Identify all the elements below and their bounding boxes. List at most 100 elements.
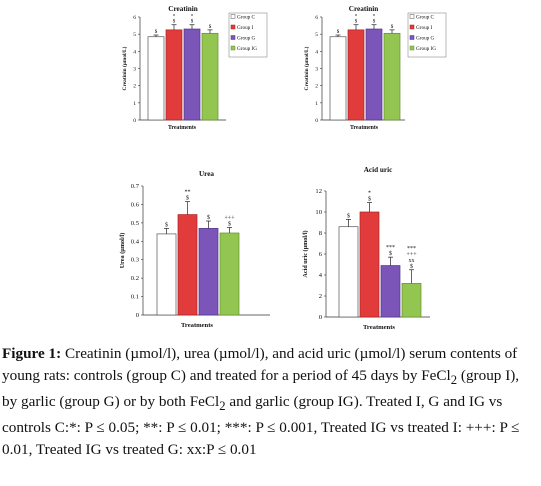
x-axis-label: Treatments <box>350 125 379 131</box>
bar-group-1 <box>147 36 165 121</box>
y-tick-label: 1 <box>315 101 318 107</box>
significance-mark: * <box>355 15 358 20</box>
significance-mark: $ <box>337 30 340 35</box>
y-tick-label: 2 <box>315 84 318 90</box>
legend-entry: Group I <box>237 25 254 31</box>
y-tick-label: 3 <box>315 67 318 73</box>
y-tick-label: 6 <box>315 15 318 21</box>
y-tick-label: 0 <box>319 314 323 321</box>
y-axis-label: Acid uric (µmol/l) <box>302 230 309 277</box>
significance-mark: $ <box>173 20 176 25</box>
legend-swatch <box>230 14 236 19</box>
chart-panel-1: Creatinin 0 1 2 3 4 5 6 Creatinin (µmol/L) Treatm… <box>121 5 268 131</box>
significance-mark: * <box>191 15 194 20</box>
chart-title: Creatinin <box>349 5 378 13</box>
legend-swatch <box>409 24 415 30</box>
bar-group-4 <box>219 232 240 316</box>
y-tick-label: 6 <box>133 15 136 21</box>
y-tick-label: 0.6 <box>131 201 140 208</box>
significance-mark: $ <box>209 25 212 30</box>
y-tick-label: 0.5 <box>131 220 140 227</box>
legend-entry: Group G <box>237 36 256 42</box>
significance-mark: * <box>373 15 376 20</box>
significance-mark: $ <box>228 220 231 227</box>
caption-text-3: and garlic (group IG). Treated I, G and … <box>2 393 520 459</box>
significance-mark: $ <box>155 30 158 35</box>
caption-text-1: Creatinin (µmol/l), urea (µmol/l), and a… <box>2 345 518 384</box>
bar-group-1 <box>156 233 177 316</box>
bar-group-4 <box>201 32 219 121</box>
legend-box <box>407 12 447 58</box>
significance-mark: +++ <box>224 215 235 221</box>
y-tick-label: 2 <box>319 293 322 300</box>
legend: Group C Group I Group G Group IG <box>407 12 447 58</box>
y-axis-label: Creatinin (µmol/L) <box>303 46 310 90</box>
legend-entry: Group G <box>416 36 435 42</box>
y-tick-label: 1 <box>133 101 136 107</box>
bar-group-3 <box>183 28 201 121</box>
significance-mark: *** <box>386 245 395 251</box>
y-tick-label: 5 <box>133 32 136 38</box>
y-tick-label: 4 <box>319 272 323 279</box>
caption-text-2: (group I), by garlic (group G) or by bot… <box>2 367 520 411</box>
y-tick-label: 6 <box>319 251 323 258</box>
bar-group-4 <box>401 283 422 318</box>
caption-subscript-2: 2 <box>219 399 226 414</box>
significance-mark: $ <box>207 214 210 221</box>
caption-label: Figure 1: <box>2 345 62 362</box>
significance-mark: +++ <box>406 252 417 258</box>
y-axis-label: Creatinin (µmol/L) <box>121 46 128 90</box>
y-tick-label: 0 <box>315 118 318 124</box>
significance-mark: $ <box>389 250 392 257</box>
bar-group-2 <box>347 29 365 121</box>
y-tick-label: 10 <box>315 209 322 216</box>
y-tick-label: 4 <box>315 49 318 55</box>
y-axis-label: Urea (µmol/l) <box>119 233 126 269</box>
bar-group-1 <box>338 226 359 318</box>
bar-group-2 <box>177 214 198 316</box>
bar-group-4 <box>383 32 401 121</box>
y-tick-label: 0 <box>133 118 136 124</box>
significance-mark: $ <box>165 221 168 228</box>
bar-group-3 <box>365 28 383 121</box>
chart-panel-3: Urea 0 0.1 0.2 0.3 0.4 0.5 0.6 0.7 Urea (µmol/l) T… <box>119 170 270 329</box>
significance-mark: $ <box>347 212 350 219</box>
x-axis-label: Treatments <box>363 324 395 331</box>
legend-swatch <box>409 45 415 51</box>
y-tick-label: 4 <box>133 49 136 55</box>
y-tick-label: 0.7 <box>131 183 140 190</box>
legend-entry: Group IG <box>237 46 257 52</box>
significance-mark: ** <box>185 190 191 196</box>
legend-box <box>228 12 268 58</box>
chart-panel-2: Creatinin 0 1 2 3 4 5 6 Creatinin (µmol/L) Treatm… <box>303 5 447 131</box>
significance-mark: $ <box>373 20 376 25</box>
y-tick-label: 0.4 <box>131 238 140 245</box>
y-tick-label: 5 <box>315 32 318 38</box>
legend-swatch <box>409 35 415 40</box>
figure-caption: Figure 1: Creatinin (µmol/l), urea (µmol… <box>2 343 538 461</box>
legend-entry: Group C <box>237 15 256 21</box>
bar-group-3 <box>198 228 219 316</box>
legend-swatch <box>230 24 236 30</box>
legend-swatch <box>409 14 415 19</box>
significance-mark: $ <box>191 20 194 25</box>
bar-group-2 <box>359 211 380 318</box>
bar-group-1 <box>329 36 347 121</box>
chart-title: Creatinin <box>168 5 197 13</box>
legend-entry: Group IG <box>416 46 436 52</box>
legend-entry: Group I <box>416 25 433 31</box>
significance-mark: * <box>173 15 176 20</box>
significance-mark: $ <box>391 25 394 30</box>
significance-mark: $ <box>355 20 358 25</box>
bar-group-2 <box>165 29 183 121</box>
chart-title: Acid uric <box>364 166 393 174</box>
caption-subscript-1: 2 <box>450 373 458 388</box>
y-tick-label: 12 <box>315 188 322 195</box>
y-tick-label: 0.2 <box>131 275 139 282</box>
chart-panel-4: Acid uric 0 2 4 6 8 10 12 Acid uric (µmol/l) Trea… <box>302 166 430 331</box>
y-tick-label: 2 <box>133 84 136 90</box>
y-tick-label: 3 <box>133 67 136 73</box>
x-axis-label: Treatments <box>181 322 213 329</box>
significance-mark: * <box>368 191 371 197</box>
